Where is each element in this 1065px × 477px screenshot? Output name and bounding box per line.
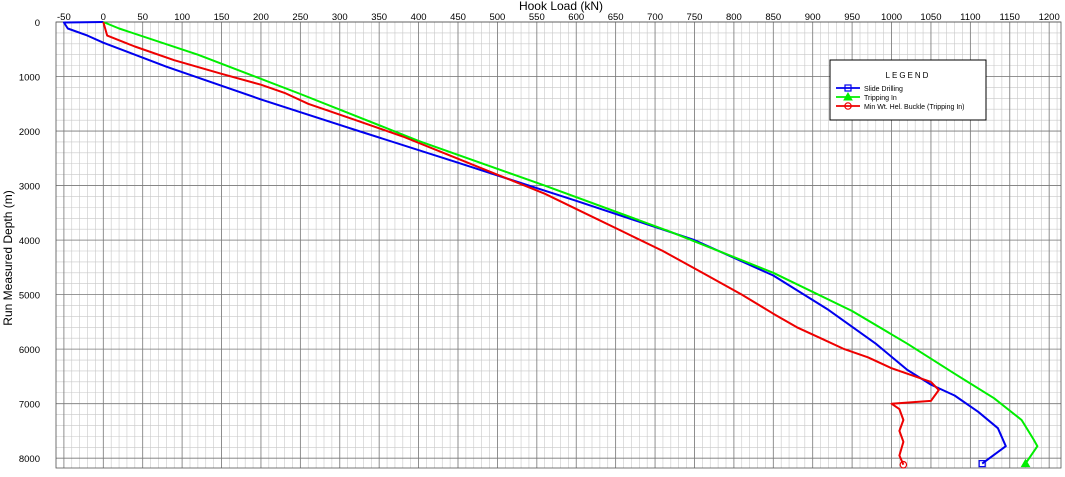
legend-entry-label: Tripping In <box>864 95 897 102</box>
series-min-wt-hel-buckle-tripping-in <box>102 21 940 469</box>
series-line <box>62 21 1007 465</box>
x-tick-label: 600 <box>568 12 584 23</box>
x-tick-label: 650 <box>608 12 624 23</box>
x-tick-label: -50 <box>57 12 71 23</box>
y-tick-label: 1000 <box>19 73 40 84</box>
x-tick-label: 250 <box>292 12 308 23</box>
legend-entry: Tripping In <box>836 91 897 102</box>
x-tick-label: 500 <box>489 12 505 23</box>
y-axis-label: Run Measured Depth (m) <box>1 190 15 325</box>
y-tick-label: 2000 <box>19 127 40 138</box>
legend-marker <box>843 91 853 101</box>
y-tick-label: 6000 <box>19 345 40 356</box>
plot-frame <box>55 21 1062 469</box>
x-tick-label: 800 <box>726 12 742 23</box>
y-tick-labels: 0 1000 2000 3000 4000 5000 6000 7000 8000 <box>19 18 40 465</box>
x-tick-label: 200 <box>253 12 269 23</box>
x-tick-label: 400 <box>411 12 427 23</box>
x-tick-label: 900 <box>805 12 821 23</box>
series-end-marker <box>899 460 908 469</box>
x-tick-label: 1100 <box>960 12 980 23</box>
series-end-marker <box>978 460 986 468</box>
legend: LEGEND Slide Drilling Tripping In Min Wt. … <box>829 59 987 121</box>
x-tick-label: 450 <box>450 12 466 23</box>
x-tick-label: 750 <box>687 12 703 23</box>
x-tick-label: 0 <box>101 12 106 23</box>
legend-title: LEGEND <box>886 71 931 80</box>
legend-entry: Slide Drilling <box>836 84 903 93</box>
legend-marker <box>844 102 852 110</box>
legend-entry-label: Min Wt. Hel. Buckle (Tripping In) <box>864 104 965 111</box>
y-tick-label: 0 <box>35 18 40 29</box>
legend-entry: Min Wt. Hel. Buckle (Tripping In) <box>836 102 965 111</box>
x-tick-labels: -50 0 50 100 150 200 250 300 350 400 450 500 550 600 6… <box>57 12 1060 23</box>
series-slide-drilling <box>62 21 1007 468</box>
major-grid <box>55 21 1062 469</box>
x-tick-label: 100 <box>174 12 190 23</box>
series-tripping-in <box>102 21 1039 468</box>
legend-marker <box>844 84 852 92</box>
legend-box <box>829 59 987 121</box>
x-axis-label: Hook Load (kN) <box>519 0 603 13</box>
x-tick-label: 550 <box>529 12 545 23</box>
y-tick-label: 4000 <box>19 236 40 247</box>
series-end-marker <box>1020 458 1031 468</box>
legend-entry-label: Slide Drilling <box>864 86 903 93</box>
x-tick-label: 850 <box>765 12 781 23</box>
x-tick-label: 150 <box>214 12 230 23</box>
x-tick-label: 350 <box>371 12 387 23</box>
y-tick-label: 8000 <box>19 454 40 465</box>
x-tick-label: 950 <box>844 12 860 23</box>
x-tick-label: 50 <box>137 12 148 23</box>
x-tick-label: 1000 <box>881 12 902 23</box>
y-tick-label: 7000 <box>19 400 40 411</box>
series-line <box>102 21 940 466</box>
series-layer <box>62 21 1039 469</box>
x-tick-label: 1200 <box>1039 12 1060 23</box>
x-tick-label: 1050 <box>920 12 941 23</box>
x-tick-label: 700 <box>647 12 663 23</box>
legend-entries: Slide Drilling Tripping In Min Wt. Hel. Bu… <box>836 84 965 111</box>
y-tick-label: 5000 <box>19 291 40 302</box>
x-tick-label: 1150 <box>1000 12 1020 23</box>
y-tick-label: 3000 <box>19 182 40 193</box>
series-line <box>102 21 1039 465</box>
x-tick-label: 300 <box>332 12 348 23</box>
